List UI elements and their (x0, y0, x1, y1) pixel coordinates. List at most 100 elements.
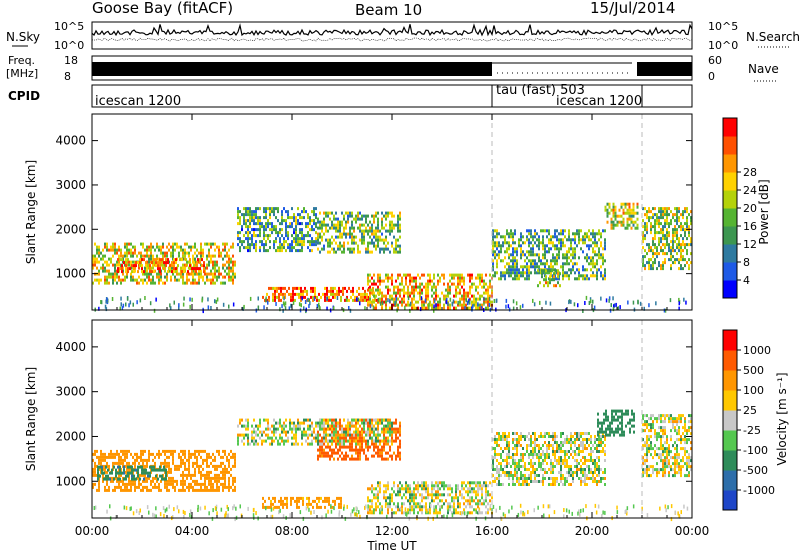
echo-cell (674, 213, 676, 217)
echo-cell (574, 262, 576, 266)
echo-cell (391, 211, 393, 215)
echo-cell (437, 273, 439, 277)
echo-cell (544, 247, 546, 251)
echo-cell (620, 202, 623, 206)
echo-cell (139, 261, 141, 265)
echo-cell (309, 216, 311, 220)
echo-cell (296, 286, 298, 290)
echo-cell (379, 288, 381, 292)
echo-cell (427, 496, 429, 500)
echo-cell (375, 487, 377, 491)
echo-cell (375, 505, 377, 509)
echo-cell (528, 259, 530, 263)
echo-cell (189, 267, 191, 271)
echo-cell (210, 272, 212, 276)
echo-cell (562, 271, 564, 275)
echo-cell (369, 291, 371, 295)
echo-cell (228, 452, 230, 456)
echo-cell (313, 243, 315, 247)
search-tick-bottom: 10^0 (708, 39, 738, 52)
echo-cell (383, 294, 385, 298)
echo-cell (628, 214, 631, 218)
echo-cell (467, 306, 469, 310)
echo-cell (355, 457, 357, 461)
echo-cell (311, 421, 313, 425)
echo-cell (146, 488, 148, 492)
echo-cell (419, 282, 421, 286)
echo-cell (534, 268, 536, 272)
echo-cell (373, 291, 375, 295)
echo-cell (200, 248, 202, 252)
echo-cell (371, 421, 373, 425)
echo-cell (190, 248, 192, 252)
echo-cell (295, 427, 297, 431)
echo-cell (182, 278, 184, 282)
echo-cell (156, 245, 158, 249)
echo-cell (385, 247, 387, 251)
echo-cell (212, 272, 214, 276)
echo-cell (144, 254, 146, 258)
echo-cell (171, 270, 173, 274)
echo-cell (321, 427, 323, 431)
echo-cell (194, 455, 196, 459)
echo-cell (329, 454, 331, 458)
echo-cell (534, 262, 536, 266)
echo-cell (383, 250, 385, 254)
echo-cell (363, 235, 365, 239)
echo-cell (206, 470, 208, 474)
echo-cell (530, 229, 532, 233)
echo-cell (276, 289, 278, 293)
echo-cell (389, 250, 391, 254)
echo-cell (324, 505, 326, 509)
noise-cell (98, 306, 100, 311)
echo-cell (690, 210, 692, 214)
echo-cell (546, 235, 548, 239)
echo-cell (337, 244, 339, 248)
echo-cell (271, 424, 273, 428)
freq-block-2 (637, 62, 692, 76)
echo-cell (128, 251, 130, 255)
echo-cell (311, 225, 313, 229)
echo-cell (172, 482, 174, 486)
echo-cell (133, 264, 135, 268)
echo-cell (243, 213, 245, 217)
echo-cell (100, 251, 102, 255)
echo-cell (199, 261, 201, 265)
echo-cell (119, 267, 121, 271)
echo-cell (449, 279, 451, 283)
echo-cell (453, 505, 455, 509)
echo-cell (339, 418, 341, 422)
echo-cell (347, 247, 349, 251)
echo-cell (676, 219, 678, 223)
echo-cell (347, 427, 349, 431)
echo-cell (288, 292, 290, 296)
echo-cell (349, 247, 351, 251)
echo-cell (297, 237, 299, 241)
echo-cell (335, 436, 337, 440)
echo-cell (447, 511, 449, 515)
echo-cell (399, 214, 401, 218)
echo-cell (214, 269, 216, 273)
echo-cell (433, 285, 435, 289)
echo-cell (327, 241, 329, 245)
echo-cell (662, 237, 664, 241)
echo-cell (365, 421, 367, 425)
echo-cell (145, 261, 147, 265)
echo-cell (170, 482, 172, 486)
echo-cell (415, 285, 417, 289)
echo-cell (674, 261, 676, 265)
echo-cell (267, 222, 269, 226)
echo-cell (425, 508, 427, 512)
echo-cell (146, 458, 148, 462)
echo-cell (469, 505, 471, 509)
echo-cell (518, 268, 520, 272)
echo-cell (175, 261, 177, 265)
echo-cell (680, 234, 682, 238)
echo-cell (375, 436, 377, 440)
echo-cell (239, 216, 241, 220)
echo-cell (518, 274, 520, 278)
noise-cell (349, 308, 352, 313)
echo-cell (553, 284, 555, 288)
echo-cell (291, 243, 293, 247)
echo-cell (395, 505, 397, 509)
